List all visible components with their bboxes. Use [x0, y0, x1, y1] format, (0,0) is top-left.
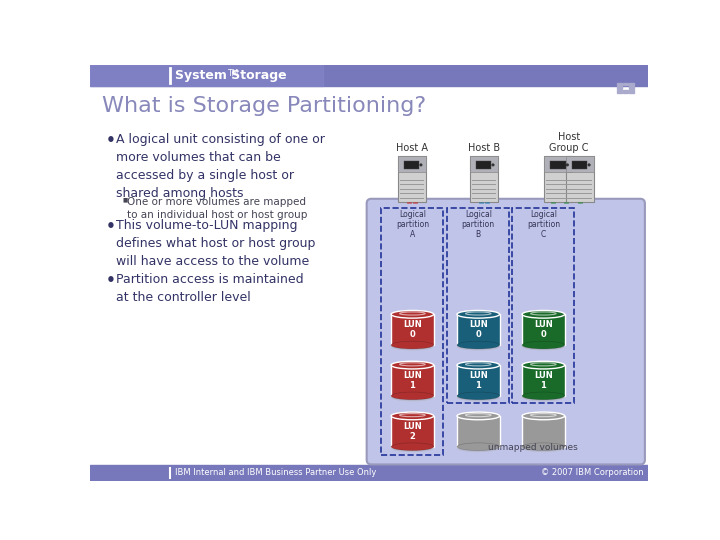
- Bar: [629, 86, 634, 89]
- Bar: [447, 208, 509, 403]
- Ellipse shape: [391, 443, 433, 450]
- Ellipse shape: [457, 343, 500, 350]
- Ellipse shape: [391, 310, 433, 318]
- Ellipse shape: [457, 392, 500, 400]
- Ellipse shape: [391, 392, 433, 400]
- Text: LUN
2: LUN 2: [403, 422, 422, 441]
- Text: ■: ■: [122, 197, 128, 202]
- Text: •: •: [106, 132, 115, 147]
- Bar: [566, 156, 594, 172]
- Ellipse shape: [522, 343, 564, 350]
- Text: Partition access is maintained
at the controller level: Partition access is maintained at the co…: [116, 273, 303, 303]
- FancyBboxPatch shape: [566, 156, 594, 202]
- Ellipse shape: [391, 361, 433, 369]
- Text: What is Storage Partitioning?: What is Storage Partitioning?: [102, 96, 426, 116]
- Ellipse shape: [522, 361, 564, 369]
- Text: •: •: [106, 273, 115, 288]
- Bar: [382, 208, 444, 455]
- Ellipse shape: [391, 394, 433, 401]
- Bar: [469, 156, 498, 172]
- FancyBboxPatch shape: [544, 156, 572, 202]
- Ellipse shape: [522, 394, 564, 401]
- Bar: [617, 86, 621, 89]
- FancyBboxPatch shape: [469, 156, 498, 202]
- Text: unmapped volumes: unmapped volumes: [488, 443, 577, 452]
- Ellipse shape: [457, 444, 500, 452]
- Text: •: •: [106, 219, 115, 234]
- Ellipse shape: [391, 444, 433, 452]
- Text: This volume-to-LUN mapping
defines what host or host group
will have access to t: This volume-to-LUN mapping defines what …: [116, 219, 315, 268]
- Bar: [90, 65, 323, 86]
- Ellipse shape: [457, 394, 500, 401]
- FancyBboxPatch shape: [397, 156, 426, 202]
- Ellipse shape: [419, 164, 423, 166]
- Ellipse shape: [492, 164, 495, 166]
- Ellipse shape: [391, 341, 433, 349]
- Text: IBM Internal and IBM Business Partner Use Only: IBM Internal and IBM Business Partner Us…: [175, 468, 377, 477]
- Text: LUN
0: LUN 0: [534, 320, 553, 339]
- Ellipse shape: [522, 392, 564, 400]
- Bar: [522, 314, 564, 345]
- Ellipse shape: [522, 412, 564, 420]
- Bar: [544, 156, 572, 172]
- Text: Logical
partition
B: Logical partition B: [462, 210, 495, 239]
- Text: Host A: Host A: [395, 143, 428, 153]
- Text: © 2007 IBM Corporation: © 2007 IBM Corporation: [541, 468, 644, 477]
- Text: LUN
0: LUN 0: [469, 320, 487, 339]
- Ellipse shape: [457, 361, 500, 369]
- Bar: [397, 156, 426, 172]
- Text: Host B: Host B: [467, 143, 500, 153]
- Bar: [629, 83, 634, 85]
- Ellipse shape: [522, 443, 564, 450]
- Bar: [617, 83, 621, 85]
- Bar: [457, 365, 500, 396]
- Text: Logical
partition
A: Logical partition A: [396, 210, 429, 239]
- Ellipse shape: [391, 412, 433, 420]
- Bar: [404, 161, 419, 168]
- Text: Host
Group C: Host Group C: [549, 132, 589, 153]
- Ellipse shape: [457, 443, 500, 450]
- Text: LUN
1: LUN 1: [534, 371, 553, 390]
- Ellipse shape: [457, 341, 500, 349]
- Text: LUN
1: LUN 1: [469, 371, 487, 390]
- Ellipse shape: [522, 310, 564, 318]
- Bar: [391, 365, 433, 396]
- Ellipse shape: [522, 444, 564, 452]
- Bar: [624, 90, 628, 92]
- Bar: [457, 314, 500, 345]
- Bar: [391, 314, 433, 345]
- Bar: [624, 83, 628, 85]
- Bar: [522, 416, 564, 447]
- Bar: [572, 161, 588, 168]
- Ellipse shape: [391, 343, 433, 350]
- Text: System Storage: System Storage: [175, 69, 287, 82]
- Bar: [90, 465, 648, 481]
- Text: One or more volumes are mapped
to an individual host or host group: One or more volumes are mapped to an ind…: [127, 197, 307, 220]
- Bar: [617, 90, 621, 92]
- Bar: [90, 65, 648, 86]
- Bar: [629, 90, 634, 92]
- Bar: [457, 416, 500, 447]
- Bar: [476, 161, 491, 168]
- Text: TM: TM: [228, 70, 239, 78]
- Text: LUN
0: LUN 0: [403, 320, 422, 339]
- Bar: [522, 365, 564, 396]
- Ellipse shape: [588, 164, 590, 166]
- Text: LUN
1: LUN 1: [403, 371, 422, 390]
- Ellipse shape: [522, 341, 564, 349]
- Bar: [391, 416, 433, 447]
- Ellipse shape: [457, 412, 500, 420]
- Ellipse shape: [566, 164, 569, 166]
- Bar: [513, 208, 575, 403]
- Bar: [550, 161, 566, 168]
- Ellipse shape: [457, 310, 500, 318]
- FancyBboxPatch shape: [366, 199, 645, 464]
- Text: A logical unit consisting of one or
more volumes that can be
accessed by a singl: A logical unit consisting of one or more…: [116, 132, 325, 200]
- Text: Logical
partition
C: Logical partition C: [527, 210, 560, 239]
